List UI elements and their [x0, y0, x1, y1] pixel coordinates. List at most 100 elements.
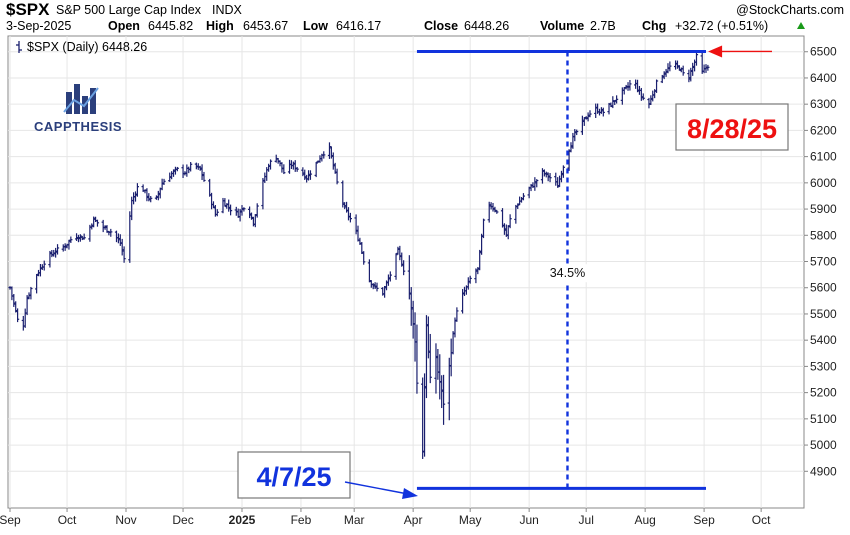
chg-value: +32.72 (+0.51%) [675, 19, 768, 33]
y-tick-label: 5800 [810, 228, 837, 242]
up-triangle-icon [797, 22, 805, 29]
ohlc-bar [548, 173, 552, 183]
x-tick-label: Sep [693, 513, 715, 527]
y-tick-label: 5600 [810, 281, 837, 295]
y-tick-label: 4900 [810, 464, 837, 478]
ohlc-bar [175, 166, 179, 172]
volume-value: 2.7B [590, 19, 616, 33]
x-tick-label: Sep [0, 513, 21, 527]
y-tick-label: 5400 [810, 333, 837, 347]
ohlc-bar [441, 374, 446, 425]
ohlc-bar [268, 159, 273, 170]
high-date-box [675, 103, 789, 151]
ohlc-bar [394, 253, 398, 280]
cappthesis-logo: CAPPTHESIS [34, 84, 122, 134]
ohlc-bar [706, 64, 710, 71]
volume-label: Volume [540, 19, 584, 33]
y-tick-label: 5300 [810, 359, 837, 373]
ohlc-bar [255, 203, 259, 218]
ohlc-bar [162, 178, 166, 185]
ohlc-bar [242, 207, 246, 212]
ohlc-bar [575, 129, 579, 136]
gain-pct-bg [541, 264, 594, 283]
ohlc-bar [42, 260, 46, 271]
ohlc-bar [202, 171, 206, 182]
open-value: 6445.82 [148, 19, 193, 33]
ohlc-bar [95, 219, 100, 227]
gain-pct-label: 34.5% [550, 266, 585, 280]
ohlc-bar [362, 251, 366, 265]
ohlc-bar [215, 209, 219, 217]
ohlc-bar [481, 218, 486, 239]
x-tick-label: Jul [579, 513, 594, 527]
header-date: 3-Sep-2025 [6, 19, 71, 33]
x-tick-label: Jun [519, 513, 538, 527]
ohlc-bar [402, 260, 406, 276]
y-tick-label: 6400 [810, 71, 837, 85]
ohlc-bar [308, 170, 313, 180]
y-tick-label: 5100 [810, 412, 837, 426]
x-axis-ticks: Sep Oct Nov Dec 2025 Feb Mar Apr May Jun Jul Aug Sep… [0, 508, 771, 527]
high-value: 6453.67 [243, 19, 288, 33]
source-credit: @StockCharts.com [736, 3, 844, 17]
ohlc-bar [314, 161, 318, 178]
low-value: 6416.17 [336, 19, 381, 33]
y-tick-label: 5500 [810, 307, 837, 321]
ohlc-bar [295, 166, 299, 172]
ohlc-bar [681, 65, 685, 76]
annotation-layer: 34.5% 4/7/25 8/28/25 [237, 45, 789, 499]
x-tick-label: Feb [291, 513, 312, 527]
y-tick-label: 6100 [810, 150, 837, 164]
symbol-title: $SPX [6, 0, 50, 19]
y-tick-label: 6500 [810, 45, 837, 59]
ohlc-bar [69, 236, 73, 243]
ohlc-bar [455, 307, 459, 322]
low-arrow-line [344, 481, 409, 495]
ohlc-bar [388, 271, 392, 282]
high-arrow-head-icon [708, 45, 723, 58]
ohlc-bar [189, 162, 193, 172]
ohlc-bar [149, 196, 153, 203]
low-date-box [237, 451, 351, 499]
x-tick-label: 2025 [229, 513, 256, 527]
ohlc-bar [415, 324, 419, 394]
ohlc-bar [628, 80, 632, 91]
close-value: 6448.26 [464, 19, 509, 33]
x-tick-label: Mar [344, 513, 365, 527]
ohlc-bar [468, 275, 472, 284]
ohlc-bar [109, 228, 113, 237]
ohlc-bar [228, 204, 233, 216]
ohlc-bar [322, 151, 326, 159]
y-tick-label: 6300 [810, 97, 837, 111]
plot-area [7, 35, 805, 509]
ohlc-bar [615, 95, 619, 104]
ohlc-bar [521, 193, 526, 201]
ohlc-bar [16, 308, 20, 323]
ohlc-bar [122, 246, 126, 263]
close-label: Close [424, 19, 458, 33]
ohlc-bar [495, 210, 499, 214]
low-date-label: 4/7/25 [256, 462, 331, 492]
ohlc-bar [654, 79, 659, 93]
x-tick-label: Aug [634, 513, 655, 527]
chg-label: Chg [642, 19, 666, 33]
y-tick-label: 6000 [810, 176, 837, 190]
price-bars [8, 51, 710, 459]
grid-layer [8, 36, 804, 508]
high-date-label: 8/28/25 [687, 114, 777, 144]
ohlc-bar [508, 214, 512, 229]
exchange-label: INDX [212, 3, 243, 17]
y-tick-label: 5200 [810, 386, 837, 400]
x-tick-label: May [459, 513, 482, 527]
y-axis-ticks: 4900 5000 5100 5200 5300 5400 5500 5600 5700 5800… [804, 45, 837, 478]
x-tick-label: Apr [404, 513, 423, 527]
ohlc-bar [55, 244, 60, 255]
ohlc-bar [428, 333, 432, 384]
ohlc-bar [668, 61, 672, 72]
index-name: S&P 500 Large Cap Index [56, 3, 202, 17]
x-tick-label: Oct [58, 513, 77, 527]
high-label: High [206, 19, 234, 33]
y-tick-label: 5900 [810, 202, 837, 216]
